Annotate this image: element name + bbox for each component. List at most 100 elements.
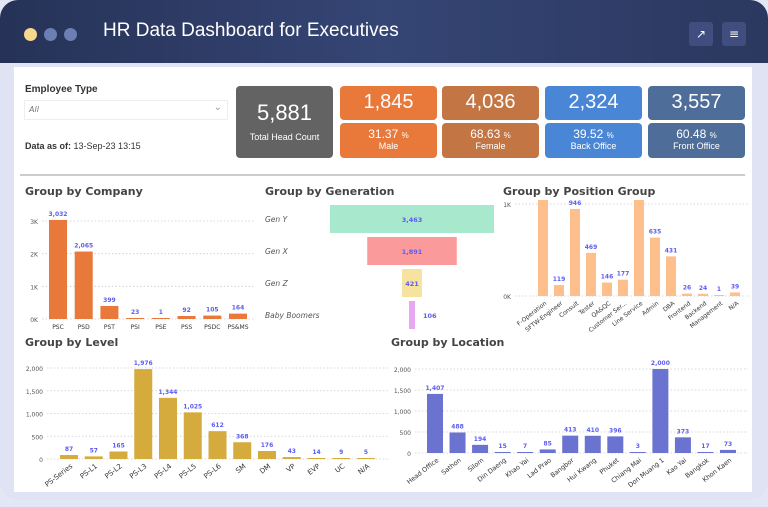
y-tick-label: 500	[32, 434, 44, 441]
x-tick-label: VP	[285, 462, 297, 474]
bar-pss	[177, 315, 196, 319]
chevron-down-icon: ⌄	[213, 102, 222, 113]
data-as-of-label: Data as of:	[25, 141, 72, 151]
bar-consult	[570, 208, 580, 296]
bar-uc	[332, 458, 351, 459]
y-tick-label: 0K	[30, 317, 39, 324]
bar-ps-l6	[208, 431, 227, 459]
data-label: 194	[474, 436, 487, 443]
y-tick-label: 1,500	[26, 389, 43, 396]
window-dot-blue[interactable]	[44, 28, 57, 41]
data-label: 469	[585, 244, 598, 251]
data-label: 1	[717, 286, 721, 293]
kpi-back-office-percent: 39.52 % Back Office	[545, 123, 642, 158]
kpi-unit: %	[709, 131, 717, 140]
pin-icon[interactable]: ↗	[689, 22, 713, 46]
kpi-value: 3,557	[671, 91, 722, 113]
data-label: 396	[609, 427, 622, 434]
chart-title-level: Group by Level	[25, 336, 119, 349]
bar-kao-yai	[674, 437, 691, 453]
data-label: 119	[553, 276, 566, 283]
funnel-bar-gen-z	[402, 269, 422, 297]
bar-bangkok	[697, 452, 714, 453]
bar-head-office	[427, 393, 443, 453]
kpi-pct: 60.48	[676, 127, 707, 141]
bar-vp	[282, 457, 301, 459]
bar-phuket	[607, 436, 624, 453]
data-label: 1,407	[426, 385, 445, 392]
kpi-male-count: 1,845	[340, 86, 437, 120]
x-tick-label: Lad Prao	[526, 456, 553, 480]
data-label: 87	[65, 446, 73, 453]
position-bar-chart: 0K1K1,653F-Operation119SFTW-Engineer946C…	[503, 200, 750, 334]
data-label: 177	[617, 271, 630, 278]
bar-khon-kaen	[720, 449, 736, 453]
data-label: 7	[523, 443, 527, 450]
chart-title-generation: Group by Generation	[265, 185, 395, 198]
bar-ps-l2	[109, 451, 128, 459]
employee-type-value: All	[29, 105, 39, 114]
bar-ps-l4	[159, 397, 177, 459]
kpi-pct: 68.63	[470, 127, 501, 141]
page-title: HR Data Dashboard for Executives	[103, 20, 399, 41]
x-tick-label: PSC	[52, 324, 64, 331]
y-tick-label: 0	[39, 457, 43, 464]
x-tick-label: Sathon	[440, 456, 463, 476]
level-bar-chart: 0 500 1,000 1,500 2,000 87 PS-Series 57 PS-L1 165…	[26, 360, 388, 489]
data-label: 5	[364, 449, 368, 456]
window-dot-blue[interactable]	[64, 28, 77, 41]
data-label: 1,344	[159, 389, 178, 396]
y-tick-label: 0K	[503, 294, 512, 301]
x-tick-label: Head Office	[405, 456, 440, 486]
chart-title-position: Group by Position Group	[503, 185, 656, 198]
x-tick-label: DM	[258, 462, 272, 475]
kpi-label: Male	[378, 141, 399, 151]
bar-sm	[233, 442, 252, 459]
funnel-bar-gen-x	[367, 237, 457, 265]
data-label: 26	[683, 285, 691, 292]
kpi-unit: %	[401, 131, 409, 140]
kpi-label: Back Office	[570, 141, 617, 151]
data-label: 1	[159, 309, 163, 316]
bar-ps-l5	[183, 412, 202, 459]
kpi-pct: 31.37	[368, 127, 399, 141]
kpi-pct: 39.52	[573, 127, 604, 141]
bar-evp	[307, 458, 326, 459]
bar-qa-qc	[602, 282, 612, 296]
data-label: 488	[451, 424, 464, 431]
y-tick-label: 0	[407, 451, 411, 458]
kpi-front-office-percent: 60.48 % Front Office	[648, 123, 745, 158]
y-tick-label: 1,500	[394, 388, 411, 395]
chart-title-location: Group by Location	[391, 336, 505, 349]
y-tick-label: 1K	[30, 284, 39, 291]
menu-icon[interactable]: ≡	[722, 22, 746, 46]
x-tick-label: PSDC	[204, 324, 220, 331]
kpi-label: Front Office	[673, 141, 720, 151]
bar-backend	[698, 293, 708, 296]
bar-pst	[100, 305, 119, 319]
employee-type-dropdown[interactable]: All ⌄	[24, 100, 228, 120]
bar-frontend	[682, 293, 692, 296]
x-tick-label: PS-L3	[128, 462, 148, 480]
data-label: 1,025	[183, 403, 202, 410]
funnel-category-label: Gen X	[265, 247, 289, 256]
data-label: 413	[564, 427, 577, 434]
bar-don-muang-1	[652, 369, 669, 453]
data-label: 635	[649, 229, 662, 236]
funnel-bar-gen-y	[330, 205, 494, 233]
kpi-male-percent: 31.37 % Male	[340, 123, 437, 158]
y-tick-label: 2,000	[26, 366, 43, 373]
bar-n-a	[730, 292, 740, 296]
bar-f-operation	[538, 200, 548, 296]
bar-khao-yai	[517, 452, 534, 453]
x-tick-label: SM	[234, 462, 247, 475]
bar-customer-ser-	[618, 279, 628, 296]
data-as-of: Data as of: 13-Sep-23 13:15	[25, 141, 141, 151]
window-dot-yellow[interactable]	[24, 28, 37, 41]
data-label: 3,463	[402, 216, 423, 224]
x-tick-label: N/A	[357, 462, 372, 476]
x-tick-label: UC	[334, 462, 347, 475]
bar-sftw-engineer	[554, 285, 564, 296]
bar-lad-prao	[539, 449, 556, 453]
bar-line-service	[634, 200, 644, 296]
